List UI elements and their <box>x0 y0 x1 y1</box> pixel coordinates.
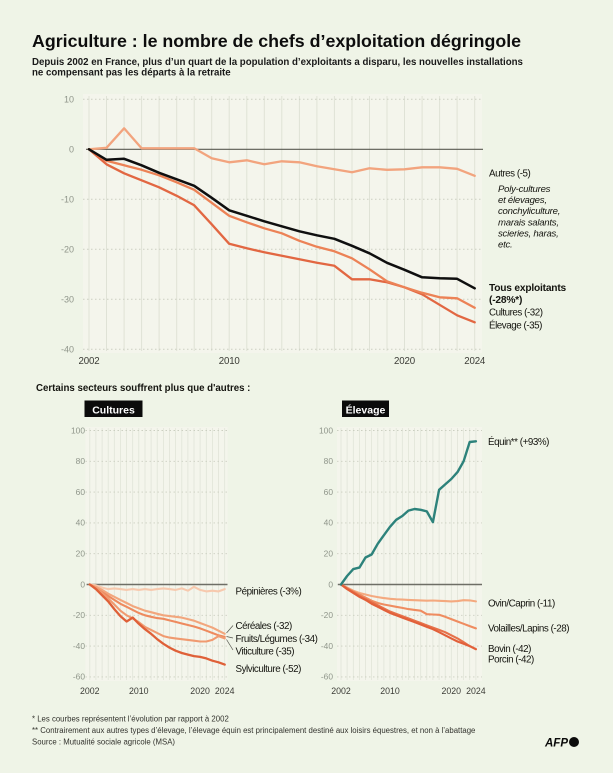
svg-text:Fruits/Légumes (-34): Fruits/Légumes (-34) <box>236 634 318 645</box>
svg-text:(-28%*): (-28%*) <box>489 295 522 306</box>
svg-text:2002: 2002 <box>331 686 351 696</box>
svg-text:ne compensant pas les départs: ne compensant pas les départs à la retra… <box>32 68 231 79</box>
svg-text:conchyliculture,: conchyliculture, <box>498 206 560 217</box>
svg-text:Élevage (-35): Élevage (-35) <box>489 321 542 332</box>
svg-text:80: 80 <box>324 456 334 466</box>
svg-text:Porcin (-42): Porcin (-42) <box>488 654 534 665</box>
svg-text:2002: 2002 <box>80 686 100 696</box>
svg-text:** Contrairement aux autres ty: ** Contrairement aux autres types d’élev… <box>32 726 475 735</box>
svg-text:2010: 2010 <box>129 686 149 696</box>
svg-text:Cultures (-32): Cultures (-32) <box>489 307 543 318</box>
svg-text:Agriculture : le nombre de che: Agriculture : le nombre de chefs d’explo… <box>32 31 521 51</box>
svg-text:0: 0 <box>80 579 85 589</box>
svg-text:Cultures: Cultures <box>92 404 135 416</box>
svg-text:-40: -40 <box>61 344 74 354</box>
svg-text:Autres (-5): Autres (-5) <box>489 169 531 180</box>
svg-text:Élevage: Élevage <box>346 403 386 416</box>
svg-text:-20: -20 <box>61 244 74 254</box>
svg-text:-60: -60 <box>321 672 333 682</box>
svg-text:Viticulture (-35): Viticulture (-35) <box>236 647 295 658</box>
svg-text:et élevages,: et élevages, <box>498 195 547 206</box>
svg-text:2020: 2020 <box>394 356 416 367</box>
svg-text:0: 0 <box>328 579 333 589</box>
svg-text:-40: -40 <box>321 641 333 651</box>
svg-text:Poly-cultures: Poly-cultures <box>498 184 551 195</box>
svg-text:marais salants,: marais salants, <box>498 217 559 228</box>
svg-text:Certains secteurs souffrent pl: Certains secteurs souffrent plus que d'a… <box>36 383 250 394</box>
svg-text:2024: 2024 <box>464 356 486 367</box>
svg-text:-60: -60 <box>73 672 85 682</box>
svg-text:Source : Mutualité sociale agr: Source : Mutualité sociale agricole (MSA… <box>32 738 175 747</box>
svg-text:-10: -10 <box>61 194 74 204</box>
svg-text:20: 20 <box>76 549 86 559</box>
svg-text:80: 80 <box>76 456 86 466</box>
svg-text:2020: 2020 <box>442 686 462 696</box>
svg-text:Ovin/Caprin (-11): Ovin/Caprin (-11) <box>488 599 555 610</box>
svg-text:-20: -20 <box>321 610 333 620</box>
svg-text:2024: 2024 <box>215 686 235 696</box>
svg-text:2010: 2010 <box>380 686 400 696</box>
svg-text:2010: 2010 <box>219 356 241 367</box>
svg-text:Équin** (+93%): Équin** (+93%) <box>488 437 549 448</box>
svg-text:100: 100 <box>71 425 85 435</box>
svg-text:AFP: AFP <box>544 738 568 750</box>
svg-text:100: 100 <box>319 425 333 435</box>
svg-text:2002: 2002 <box>79 356 100 367</box>
svg-text:60: 60 <box>324 487 334 497</box>
svg-text:* Les courbes représentent l’é: * Les courbes représentent l’évolution p… <box>32 715 229 724</box>
svg-text:-30: -30 <box>61 294 74 304</box>
svg-text:0: 0 <box>69 144 74 154</box>
svg-text:60: 60 <box>76 487 86 497</box>
svg-text:Pépinières (-3%): Pépinières (-3%) <box>236 587 302 598</box>
svg-text:-20: -20 <box>73 610 85 620</box>
svg-text:scieries, haras,: scieries, haras, <box>498 228 559 239</box>
svg-text:Sylviculture (-52): Sylviculture (-52) <box>236 664 302 675</box>
svg-text:Depuis 2002 en France, plus d’: Depuis 2002 en France, plus d’un quart d… <box>32 57 523 68</box>
svg-text:40: 40 <box>76 518 86 528</box>
svg-text:Volailles/Lapins (-28): Volailles/Lapins (-28) <box>488 624 569 635</box>
svg-text:-40: -40 <box>73 641 85 651</box>
svg-text:40: 40 <box>324 518 334 528</box>
svg-text:2020: 2020 <box>190 686 210 696</box>
svg-text:Céréales (-32): Céréales (-32) <box>236 621 293 632</box>
svg-text:10: 10 <box>64 94 74 104</box>
svg-text:Tous exploitants: Tous exploitants <box>489 283 567 294</box>
svg-text:Bovin (-42): Bovin (-42) <box>488 644 531 655</box>
svg-text:etc.: etc. <box>498 240 512 251</box>
svg-text:20: 20 <box>324 549 334 559</box>
svg-text:2024: 2024 <box>466 686 486 696</box>
